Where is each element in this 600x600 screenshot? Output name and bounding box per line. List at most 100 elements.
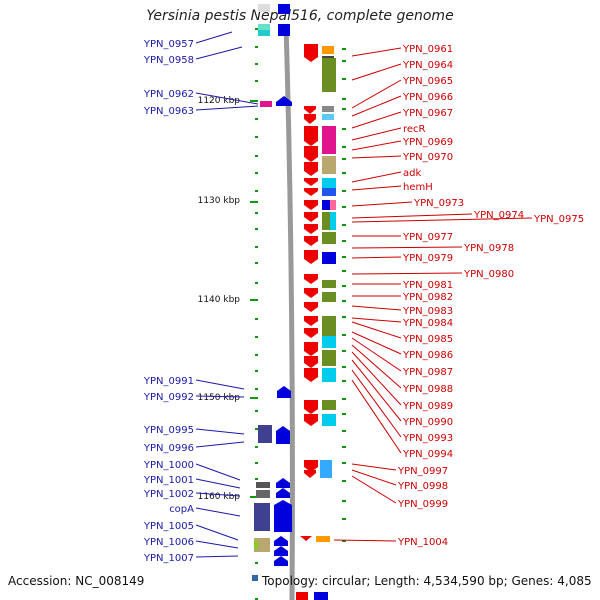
leader-line — [195, 428, 245, 435]
tick-mark — [342, 300, 346, 302]
tick-mark — [255, 212, 258, 214]
gene-label-right: YPN_0988 — [402, 384, 453, 395]
gene-block — [278, 4, 290, 14]
function-color-box — [296, 592, 308, 600]
function-color-box — [322, 106, 334, 112]
tick-mark — [255, 155, 258, 157]
function-color-box — [322, 414, 336, 426]
function-color-box — [322, 46, 334, 54]
tick-mark — [250, 397, 258, 399]
gene-label-right: YPN_0966 — [402, 92, 453, 103]
reverse-gene-arrow — [304, 356, 318, 368]
gene-label-right: YPN_0987 — [402, 367, 453, 378]
function-color-box — [322, 280, 336, 288]
tick-mark — [255, 336, 258, 338]
leader-line — [351, 47, 402, 57]
reverse-gene-arrow — [304, 342, 318, 356]
reverse-gene-arrow — [304, 224, 318, 234]
leader-line — [195, 46, 243, 60]
leader-line — [195, 92, 259, 105]
tick-mark — [255, 354, 258, 356]
gene-label-right: recR — [403, 124, 426, 135]
tick-mark — [342, 172, 346, 174]
reverse-gene-arrow — [304, 470, 316, 478]
gene-label-right: YPN_0983 — [402, 306, 453, 317]
gene-label-left: YPN_1005 — [143, 521, 194, 532]
leader-line — [333, 539, 397, 542]
leader-line — [195, 463, 241, 481]
gene-label-right: adk — [403, 168, 421, 179]
gene-label-left: YPN_1001 — [143, 475, 194, 486]
tick-mark — [342, 334, 346, 336]
function-color-box — [322, 400, 336, 410]
reverse-gene-arrow — [304, 114, 316, 124]
gene-block — [252, 575, 258, 581]
tick-mark — [342, 480, 346, 482]
tick-mark — [342, 430, 346, 432]
gene-label-right: YPN_0989 — [402, 401, 453, 412]
gene-label-right: YPN_0967 — [402, 108, 453, 119]
tick-mark — [342, 462, 346, 464]
function-color-box — [330, 212, 336, 230]
tick-mark — [255, 282, 258, 284]
tick-mark — [342, 366, 346, 368]
gene-label-right: YPN_0998 — [397, 481, 448, 492]
reverse-gene-arrow — [304, 146, 318, 162]
tick-mark — [255, 246, 258, 248]
leader-line — [351, 475, 397, 504]
reverse-gene-arrow — [304, 212, 318, 222]
gene-label-right: YPN_0961 — [402, 44, 453, 55]
gene-label-right: YPN_0994 — [402, 449, 453, 460]
tick-mark — [255, 446, 258, 448]
gene-block — [258, 4, 270, 12]
gene-label-right: YPN_0974 — [473, 210, 524, 221]
tick-mark — [255, 410, 258, 412]
gene-label-left: YPN_0996 — [143, 443, 194, 454]
function-color-box — [322, 188, 336, 196]
tick-mark — [342, 48, 346, 50]
tick-mark — [255, 46, 258, 48]
function-color-box — [322, 232, 336, 244]
tick-mark — [255, 562, 258, 564]
gene-block — [258, 30, 270, 36]
leader-line — [351, 95, 402, 117]
gene-label-right: YPN_0990 — [402, 417, 453, 428]
gene-label-left: YPN_1007 — [143, 553, 194, 564]
reverse-gene-arrow — [304, 368, 318, 382]
reverse-gene-arrow — [304, 106, 316, 114]
gene-label-right: YPN_0970 — [402, 152, 453, 163]
scale-label: 1120 kbp — [198, 96, 241, 106]
tick-mark — [255, 118, 258, 120]
gene-label-left: YPN_0957 — [143, 39, 194, 50]
leader-line — [195, 524, 239, 541]
tick-mark — [342, 190, 346, 192]
topology-text: Topology: circular; Length: 4,534,590 bp… — [262, 574, 592, 588]
reverse-gene-arrow — [304, 302, 318, 312]
function-color-box — [322, 350, 336, 366]
tick-mark — [255, 462, 258, 464]
tick-mark — [342, 270, 346, 272]
tick-mark — [255, 190, 258, 192]
leader-line — [195, 105, 259, 111]
tick-mark — [342, 500, 346, 502]
leader-line — [195, 492, 241, 497]
gene-label-right: YPN_0978 — [463, 243, 514, 254]
leader-line — [195, 507, 241, 517]
forward-gene-arrow — [274, 536, 288, 546]
leader-line — [195, 395, 245, 398]
tick-mark — [342, 224, 346, 226]
tick-mark — [255, 80, 258, 82]
gene-block — [254, 503, 270, 531]
tick-mark — [342, 108, 346, 110]
reverse-gene-arrow — [304, 44, 318, 62]
function-color-box — [314, 592, 328, 600]
reverse-gene-arrow — [304, 316, 318, 326]
gene-label-right: YPN_0980 — [463, 269, 514, 280]
leader-line — [351, 79, 402, 109]
gene-block — [260, 101, 272, 107]
leader-line — [351, 111, 402, 129]
function-color-box — [330, 200, 336, 210]
leader-line — [351, 344, 402, 389]
function-color-box — [322, 178, 336, 188]
leader-line — [351, 256, 402, 259]
